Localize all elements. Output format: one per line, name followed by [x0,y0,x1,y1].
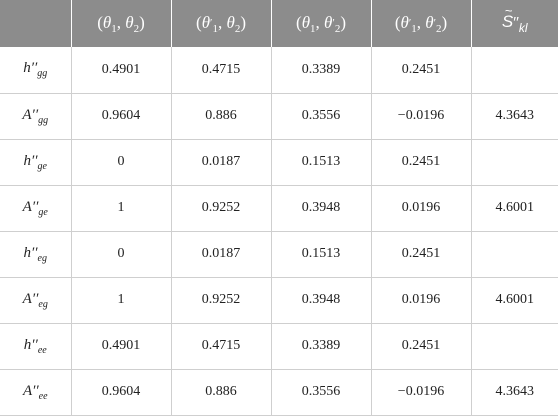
cell-h-ge-col5 [471,139,558,186]
header-cell-s-kl: ~ S′′kl [471,0,558,47]
table-body: h′′gg 0.4901 0.4715 0.3389 0.2451 A′′gg 0.9604… [0,47,558,416]
cell-a-eg-col4: 0.0196 [371,277,472,324]
row-label-h-eg: h′′eg [0,231,72,278]
row-label-a-ge: A′′ge [0,185,72,232]
table-row-a-ge: A′′ge 1 0.9252 0.3948 0.0196 4.6001 [0,185,558,232]
cell-h-ee-col2: 0.4715 [171,323,272,370]
row-label-a-eg: A′′eg [0,277,72,324]
cell-h-ge-col4: 0.2451 [371,139,472,186]
cell-h-eg-col4: 0.2451 [371,231,472,278]
cell-a-ee-col3: 0.3556 [271,369,372,416]
header-cell-theta1-theta2: (θ1, θ2) [71,0,172,47]
row-label-a-ee: A′′ee [0,369,72,416]
cell-a-ee-col1: 0.9604 [71,369,172,416]
cell-h-gg-col1: 0.4901 [71,47,172,94]
cell-h-gg-col2: 0.4715 [171,47,272,94]
cell-h-eg-col1: 0 [71,231,172,278]
cell-a-gg-col3: 0.3556 [271,93,372,140]
cell-h-ee-col3: 0.3389 [271,323,372,370]
cell-h-gg-col4: 0.2451 [371,47,472,94]
table-row-h-ee: h′′ee 0.4901 0.4715 0.3389 0.2451 [0,323,558,370]
table-row-a-ee: A′′ee 0.9604 0.886 0.3556 −0.0196 4.3643 [0,369,558,416]
table-row-a-eg: A′′eg 1 0.9252 0.3948 0.0196 4.6001 [0,277,558,324]
cell-a-ge-col4: 0.0196 [371,185,472,232]
header-cell-theta1prime-theta2prime: (θ′1, θ′2) [371,0,472,47]
cell-h-ge-col1: 0 [71,139,172,186]
table-row-h-gg: h′′gg 0.4901 0.4715 0.3389 0.2451 [0,47,558,94]
header-cell-theta1prime-theta2: (θ′1, θ2) [171,0,272,47]
cell-h-gg-col5 [471,47,558,94]
header-cell-theta1-theta2prime: (θ1, θ′2) [271,0,372,47]
cell-a-ge-col5: 4.6001 [471,185,558,232]
cell-a-eg-col5: 4.6001 [471,277,558,324]
cell-h-ge-col3: 0.1513 [271,139,372,186]
cell-h-eg-col2: 0.0187 [171,231,272,278]
header-row: (θ1, θ2) (θ′1, θ2) (θ1, θ′2) (θ′1, θ′2) … [0,0,558,47]
cell-a-ee-col5: 4.3643 [471,369,558,416]
cell-a-ee-col2: 0.886 [171,369,272,416]
cell-h-eg-col5 [471,231,558,278]
cell-a-eg-col2: 0.9252 [171,277,272,324]
table-header: (θ1, θ2) (θ′1, θ2) (θ1, θ′2) (θ′1, θ′2) … [0,0,558,47]
cell-a-ge-col3: 0.3948 [271,185,372,232]
row-label-h-gg: h′′gg [0,47,72,94]
cell-a-ge-col1: 1 [71,185,172,232]
cell-a-gg-col1: 0.9604 [71,93,172,140]
row-label-a-gg: A′′gg [0,93,72,140]
row-label-h-ge: h′′ge [0,139,72,186]
table-row-a-gg: A′′gg 0.9604 0.886 0.3556 −0.0196 4.3643 [0,93,558,140]
cell-a-ge-col2: 0.9252 [171,185,272,232]
cell-a-eg-col1: 1 [71,277,172,324]
cell-a-gg-col2: 0.886 [171,93,272,140]
cell-a-gg-col4: −0.0196 [371,93,472,140]
table-row-h-eg: h′′eg 0 0.0187 0.1513 0.2451 [0,231,558,278]
table-row-h-ge: h′′ge 0 0.0187 0.1513 0.2451 [0,139,558,186]
cell-h-ee-col4: 0.2451 [371,323,472,370]
row-label-h-ee: h′′ee [0,323,72,370]
cell-h-ee-col1: 0.4901 [71,323,172,370]
cell-a-gg-col5: 4.3643 [471,93,558,140]
header-cell-label [0,0,72,47]
cell-h-ge-col2: 0.0187 [171,139,272,186]
cell-h-ee-col5 [471,323,558,370]
cell-a-ee-col4: −0.0196 [371,369,472,416]
cell-a-eg-col3: 0.3948 [271,277,372,324]
cell-h-eg-col3: 0.1513 [271,231,372,278]
cell-h-gg-col3: 0.3389 [271,47,372,94]
